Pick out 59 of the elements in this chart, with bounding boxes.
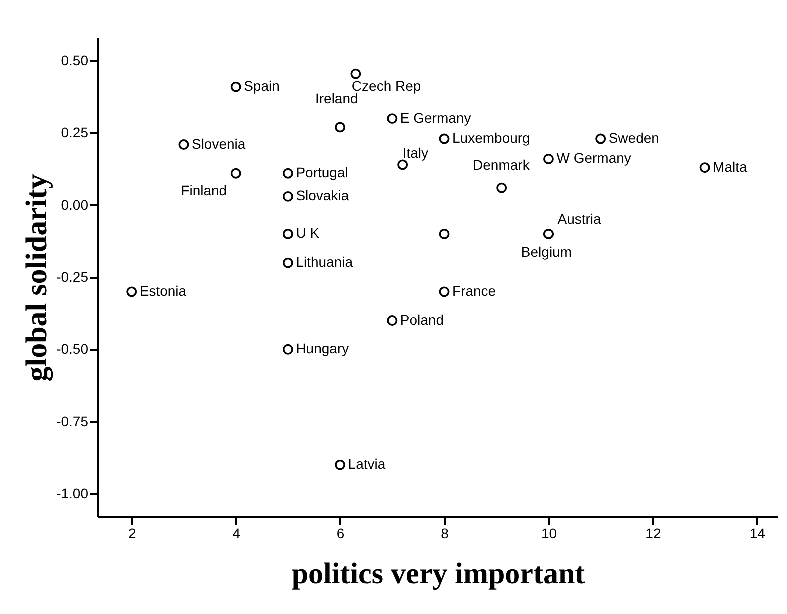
y-tick-label: -1.00 [56, 485, 89, 502]
y-tick-label: 0.25 [61, 124, 89, 141]
point [596, 134, 606, 144]
annotation: Portugal [296, 164, 348, 181]
y-tick-label: -0.25 [56, 269, 89, 285]
annotation: Spain [244, 78, 280, 94]
point [700, 162, 710, 174]
point [282, 258, 294, 268]
point [230, 82, 242, 92]
annotation: Slovakia [296, 188, 350, 204]
point [398, 160, 408, 170]
x-tick-label: 14 [750, 526, 766, 542]
point [544, 154, 554, 164]
point [335, 122, 346, 133]
point [387, 114, 398, 124]
y-tick-label: -0.75 [56, 413, 89, 430]
annotation: Belgium [521, 244, 572, 260]
annotation: Slovenia [192, 136, 246, 152]
y-tick-label: 0.00 [61, 196, 89, 213]
x-tick-label: 2 [128, 526, 136, 542]
point [282, 228, 294, 240]
annotation: Finland [181, 182, 228, 199]
annotation: E Germany [400, 110, 472, 126]
annotation: Italy [402, 144, 429, 161]
x-tick-label: 10 [541, 526, 558, 542]
x-tick-label: 12 [646, 526, 662, 542]
x-tick-label: 8 [441, 526, 450, 542]
point [496, 182, 508, 194]
point [282, 191, 294, 202]
annotation: Latvia [348, 456, 386, 472]
annotation: Denmark [473, 157, 531, 174]
x-tick-label: 4 [232, 526, 241, 542]
annotation: Malta [713, 158, 748, 175]
annotation: W Germany [556, 150, 632, 166]
point [282, 168, 294, 179]
y-tick-label: 0.50 [61, 52, 89, 69]
annotation: Poland [400, 312, 444, 328]
point [439, 228, 450, 240]
y-tick-label: -0.50 [56, 341, 89, 358]
x-tick-label: 6 [336, 526, 345, 542]
x-axis-title: politics very important [292, 558, 586, 590]
annotation: Luxembourg [452, 130, 530, 146]
point [178, 140, 190, 150]
point [350, 68, 362, 80]
point [335, 460, 346, 470]
point [282, 344, 294, 355]
annotation: Sweden [608, 130, 660, 146]
annotation: Lithuania [296, 254, 354, 270]
point [439, 286, 450, 298]
annotation: Estonia [140, 282, 187, 299]
point [387, 316, 398, 326]
y-axis-title: global solidarity [20, 174, 54, 382]
point [439, 134, 450, 144]
annotation: Hungary [296, 340, 350, 357]
annotation: U K [296, 225, 320, 242]
annotation: Austria [558, 211, 602, 228]
annotation: France [452, 282, 496, 299]
point [126, 286, 138, 298]
point [230, 168, 242, 179]
